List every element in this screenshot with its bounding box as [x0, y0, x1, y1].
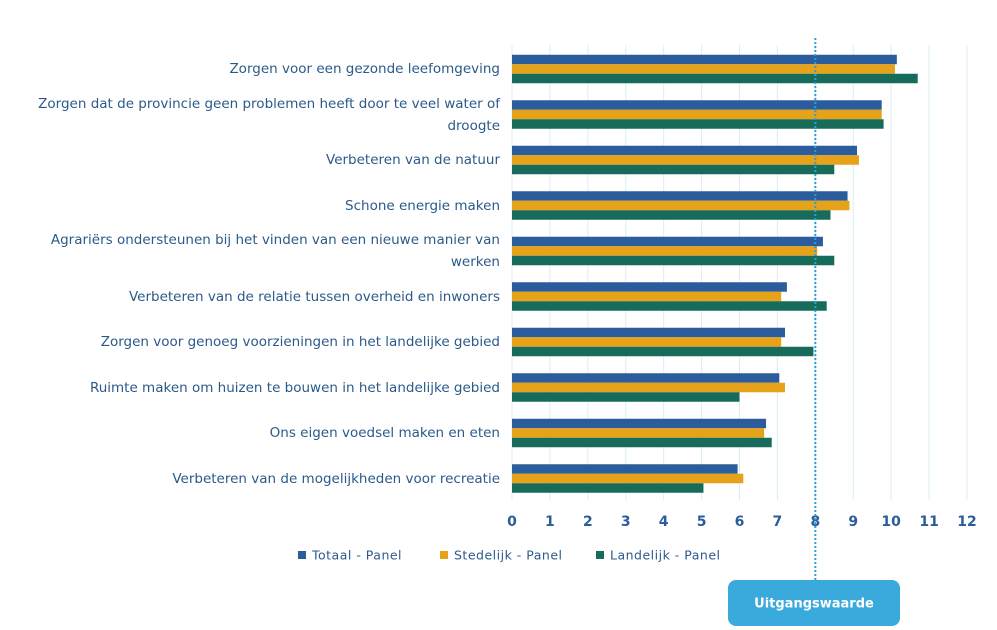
bar: [512, 119, 884, 129]
x-tick-label: 6: [735, 514, 745, 530]
bar: [512, 200, 850, 211]
x-tick-label: 5: [697, 514, 707, 530]
bar: [512, 291, 782, 302]
bar: [512, 64, 895, 74]
category-label: Agrariërs ondersteunen bij het vinden va…: [50, 232, 500, 270]
category-label: Ruimte maken om huizen te bouwen in het …: [89, 379, 500, 396]
bar: [512, 255, 835, 266]
x-tick-label: 11: [919, 514, 938, 530]
bar: [512, 109, 882, 120]
x-tick-label: 4: [659, 514, 669, 530]
reference-label: Uitgangswaarde: [754, 597, 874, 612]
legend-label: Stedelijk - Panel: [454, 548, 563, 563]
bar: [512, 236, 823, 247]
bar: [512, 418, 767, 429]
bar: [512, 100, 882, 110]
bar: [512, 392, 740, 402]
bar: [512, 54, 897, 65]
bar: [512, 246, 818, 256]
category-label: Schone energie maken: [345, 197, 500, 214]
category-label: Zorgen voor genoeg voorzieningen in het …: [100, 334, 500, 350]
bar: [512, 483, 704, 493]
bar: [512, 428, 765, 438]
category-label: Verbeteren van de natuur: [326, 152, 500, 168]
legend-label: Landelijk - Panel: [610, 548, 721, 563]
bar: [512, 373, 780, 383]
x-tick-label: 7: [773, 514, 783, 530]
x-tick-label: 0: [507, 514, 517, 530]
bar: [512, 155, 859, 165]
category-label: Zorgen dat de provincie geen problemen h…: [38, 95, 500, 134]
x-tick-label: 10: [881, 514, 901, 530]
reference-button: [728, 580, 900, 626]
bar: [512, 73, 918, 84]
category-label: Verbeteren van de mogelijkheden voor rec…: [172, 470, 500, 487]
category-label: Ons eigen voedsel maken en eten: [269, 425, 500, 441]
legend-swatch: [596, 551, 604, 559]
bar: [512, 301, 827, 311]
category-label: Zorgen voor een gezonde leefomgeving: [229, 61, 500, 77]
bar: [512, 164, 835, 175]
category-label: Verbeteren van de relatie tussen overhei…: [128, 288, 500, 305]
bar: [512, 473, 744, 484]
x-tick-label: 9: [848, 514, 858, 530]
bar: [512, 145, 858, 156]
bar: [512, 282, 787, 292]
bar: [512, 337, 782, 347]
bar: [512, 346, 814, 357]
x-tick-label: 1: [545, 514, 555, 530]
legend-swatch: [440, 551, 448, 559]
legend-swatch: [298, 551, 306, 559]
bar: [512, 210, 831, 220]
bar: [512, 464, 738, 474]
bar: [512, 382, 785, 393]
bar: [512, 191, 848, 201]
x-tick-label: 2: [583, 514, 593, 530]
bar: [512, 327, 785, 338]
legend-label: Totaal - Panel: [311, 548, 402, 563]
x-tick-label: 3: [621, 514, 631, 530]
x-tick-label: 12: [957, 514, 976, 530]
bar: [512, 437, 772, 448]
